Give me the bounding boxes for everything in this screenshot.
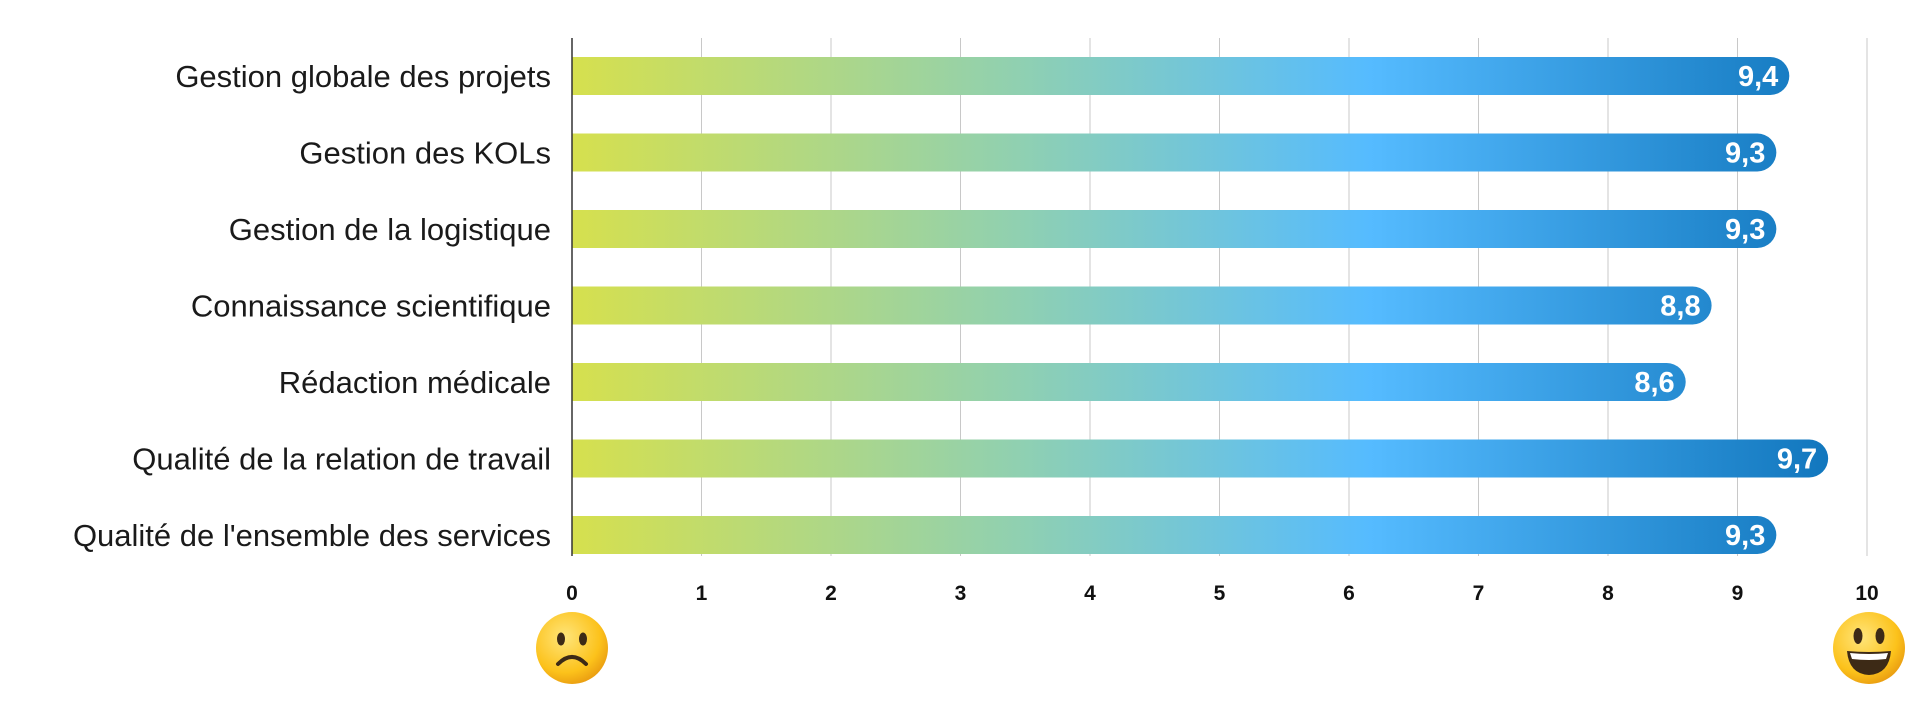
smiling-face-icon: [1833, 612, 1905, 684]
category-labels: Gestion globale des projets Gestion des K…: [73, 59, 551, 553]
x-tick-label: 10: [1855, 582, 1878, 605]
bar: [572, 363, 1686, 401]
bar-value-label: 9,7: [1777, 444, 1817, 476]
bar: [572, 57, 1790, 95]
category-label: Rédaction médicale: [279, 365, 551, 400]
bar-value-label: 8,6: [1634, 367, 1674, 399]
bar: [572, 210, 1777, 248]
x-tick-label: 9: [1732, 582, 1744, 605]
x-tick-label: 1: [696, 582, 708, 605]
category-label: Qualité de la relation de travail: [132, 442, 551, 477]
frowning-face-icon: [536, 612, 608, 684]
x-tick-label: 2: [825, 582, 837, 605]
category-label: Connaissance scientifique: [191, 289, 551, 324]
x-tick-label: 7: [1473, 582, 1485, 605]
bar-value-label: 9,3: [1725, 214, 1765, 246]
category-label: Gestion globale des projets: [175, 59, 551, 94]
x-tick-label: 6: [1343, 582, 1355, 605]
x-tick-label: 5: [1214, 582, 1226, 605]
bar-value-label: 9,3: [1725, 520, 1765, 552]
bar: [572, 133, 1777, 172]
bar: [572, 286, 1712, 325]
x-tick-label: 3: [955, 582, 967, 605]
bars: 9,4 9,3 9,3 8,8 8,6 9,7 9,3: [572, 57, 1829, 554]
bar: [572, 516, 1777, 554]
x-tick-label: 0: [566, 582, 578, 605]
bar-value-label: 9,3: [1725, 138, 1765, 170]
category-label: Gestion de la logistique: [229, 212, 551, 247]
bar: [572, 439, 1829, 478]
category-label: Qualité de l'ensemble des services: [73, 518, 551, 553]
x-tick-label: 8: [1602, 582, 1614, 605]
bar-value-label: 9,4: [1738, 61, 1778, 93]
category-label: Gestion des KOLs: [299, 136, 551, 171]
bar-value-label: 8,8: [1660, 291, 1700, 323]
x-tick-label: 4: [1084, 582, 1096, 605]
x-tick-labels: 0 1 2 3 4 5 6 7 8 9 10: [566, 582, 1879, 605]
